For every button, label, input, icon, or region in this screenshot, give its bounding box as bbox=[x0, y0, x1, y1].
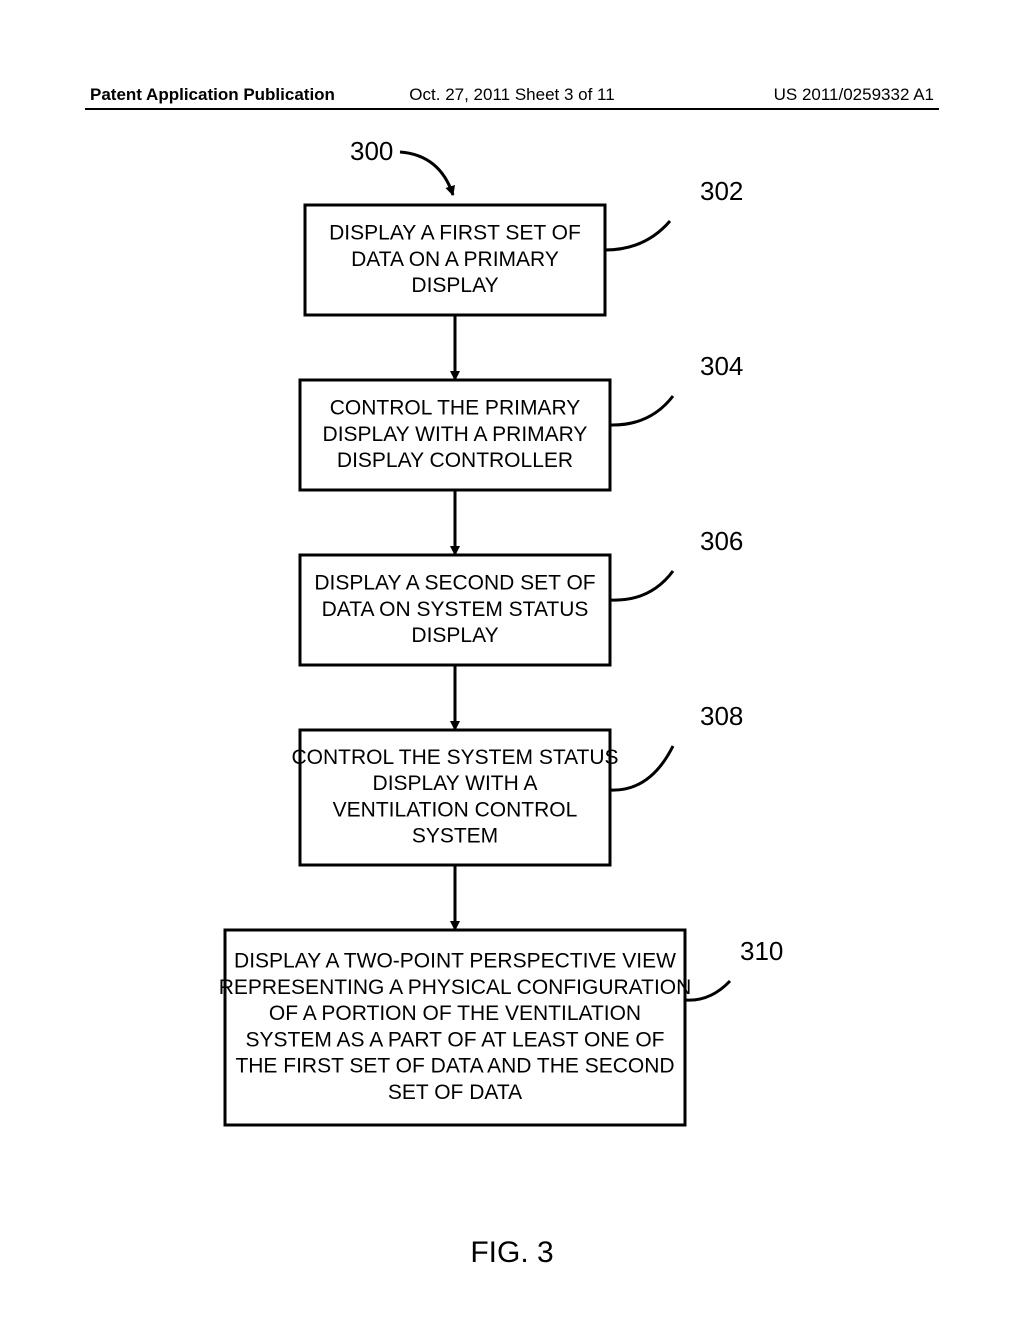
svg-text:CONTROL THE SYSTEM STATUSDISPL: CONTROL THE SYSTEM STATUSDISPLAY WITH AV… bbox=[291, 746, 618, 848]
svg-text:DISPLAY A SECOND SET OFDATA ON: DISPLAY A SECOND SET OFDATA ON SYSTEM ST… bbox=[314, 572, 595, 648]
svg-text:CONTROL THE PRIMARYDISPLAY WIT: CONTROL THE PRIMARYDISPLAY WITH A PRIMAR… bbox=[323, 397, 588, 473]
header-center: Oct. 27, 2011 Sheet 3 of 11 bbox=[409, 85, 614, 105]
header-right: US 2011/0259332 A1 bbox=[774, 85, 934, 105]
svg-text:308: 308 bbox=[700, 701, 743, 731]
svg-text:304: 304 bbox=[700, 351, 743, 381]
svg-text:300: 300 bbox=[350, 136, 393, 166]
header-rule bbox=[85, 108, 939, 110]
svg-text:306: 306 bbox=[700, 526, 743, 556]
figure-label: FIG. 3 bbox=[470, 1236, 553, 1270]
svg-text:302: 302 bbox=[700, 176, 743, 206]
svg-text:DISPLAY A FIRST SET OFDATA ON: DISPLAY A FIRST SET OFDATA ON A PRIMARYD… bbox=[329, 222, 581, 298]
svg-text:DISPLAY A TWO-POINT PERSPECTIV: DISPLAY A TWO-POINT PERSPECTIVE VIEWREPR… bbox=[219, 950, 692, 1104]
header-left: Patent Application Publication bbox=[90, 85, 335, 105]
flowchart-diagram: 300 DISPLAY A FIRST SET OFDATA ON A PRIMA… bbox=[0, 130, 1024, 1210]
svg-text:310: 310 bbox=[740, 936, 783, 966]
page-header: Patent Application Publication Oct. 27, … bbox=[0, 85, 1024, 105]
